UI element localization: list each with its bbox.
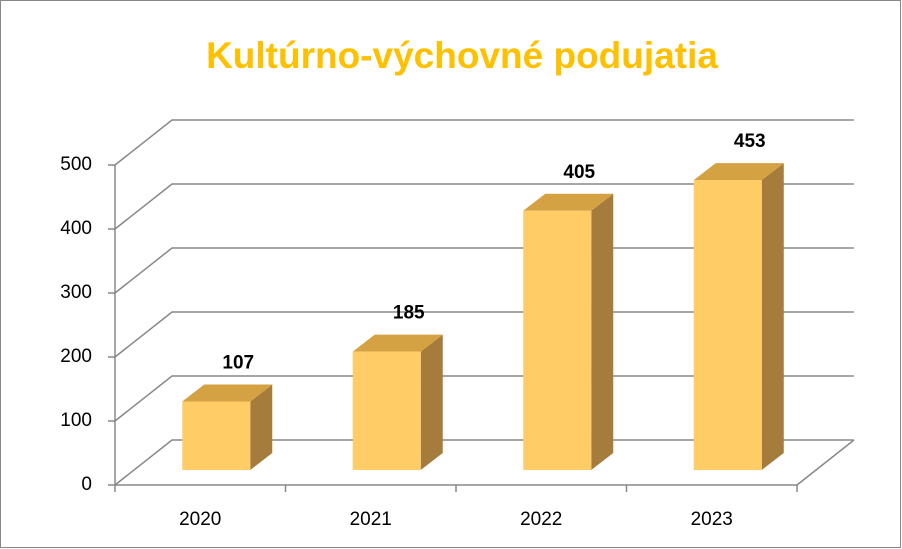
value-label: 185 [393, 303, 425, 324]
y-tick-label: 0 [81, 474, 92, 495]
bar-top [523, 193, 614, 211]
x-tick-label: 2021 [350, 509, 392, 530]
grid-line [114, 439, 854, 486]
bar-top [352, 334, 443, 352]
bar-side [761, 163, 784, 470]
bar [352, 351, 421, 470]
grid-line [114, 375, 854, 422]
y-tick-label: 100 [60, 410, 92, 431]
x-tick-label: 2023 [691, 509, 733, 530]
value-label: 453 [734, 131, 766, 152]
grid-line [114, 119, 854, 166]
y-tick-label: 500 [60, 154, 92, 175]
y-tick-label: 200 [60, 346, 92, 367]
bar-side [420, 334, 443, 470]
value-label: 405 [563, 162, 595, 183]
bar-top [693, 163, 784, 181]
grid-line [114, 247, 854, 294]
bar-side [250, 384, 273, 470]
x-tick-label: 2020 [179, 509, 221, 530]
y-tick-label: 300 [60, 282, 92, 303]
floor-edge [796, 439, 855, 486]
bar-side [591, 193, 614, 471]
bar [693, 180, 762, 470]
bar [523, 210, 592, 471]
chart-title: Kultúrno-výchovné podujatia [206, 35, 718, 76]
y-tick-label: 400 [60, 218, 92, 239]
bar [182, 401, 251, 470]
grid-line [114, 183, 854, 230]
x-tick-label: 2022 [520, 509, 562, 530]
grid-line [114, 311, 854, 358]
value-label: 107 [222, 353, 254, 374]
bar-top [182, 384, 273, 402]
